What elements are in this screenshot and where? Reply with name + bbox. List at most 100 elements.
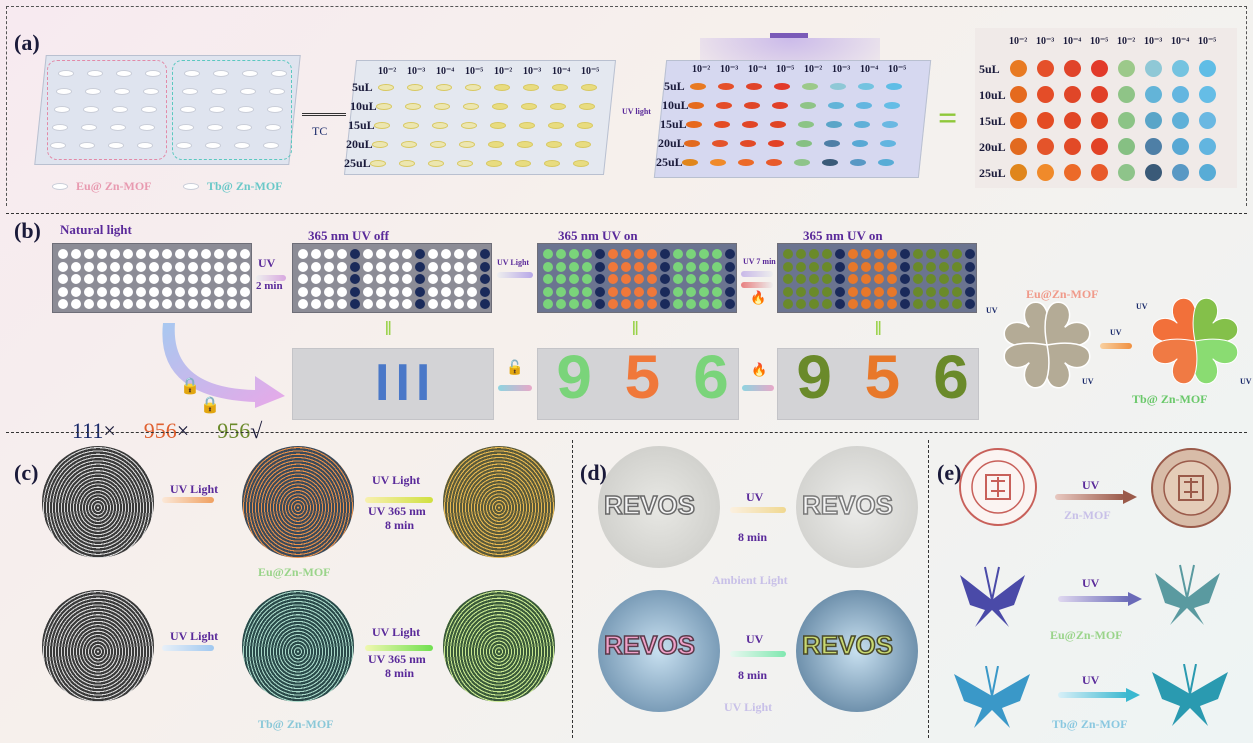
grid-well: [84, 261, 94, 272]
grid-well: [376, 286, 386, 297]
grid-well: [188, 274, 198, 284]
arrow-c3-label: UV Light: [170, 629, 219, 643]
grid-well: [97, 249, 107, 259]
grid-well: [926, 261, 936, 272]
uv-caption: UV Light: [724, 700, 773, 714]
arrow-b3: [741, 271, 773, 277]
grid-well: [796, 274, 806, 284]
digit-5a: 5: [623, 346, 662, 418]
grid-well: [660, 261, 670, 272]
clover-uv-2: UV: [1082, 377, 1094, 386]
grid-well: [900, 286, 910, 297]
uv-well: [772, 102, 788, 109]
grid-well: [58, 249, 68, 259]
grid-well: [149, 261, 159, 272]
blank-well: [58, 70, 74, 77]
photo-well: [1145, 112, 1162, 129]
tc-well: [399, 160, 415, 167]
grid-well: [188, 286, 198, 297]
arrow-c4-sub2: 8 min: [385, 666, 415, 680]
grid-well: [582, 249, 592, 259]
photo-well: [1037, 164, 1054, 181]
grid-well: [686, 274, 696, 284]
grid-well: [240, 261, 250, 272]
photo-well: [1010, 60, 1027, 77]
uv-well: [714, 121, 730, 128]
arrow-c2-label: UV Light: [372, 473, 421, 487]
grid-well: [298, 286, 308, 297]
grid-well: [699, 286, 709, 297]
grid-well: [556, 299, 566, 309]
grid-well: [428, 249, 438, 259]
arrow-b4: [741, 282, 773, 288]
tc-well: [494, 84, 510, 91]
photo-well: [1010, 112, 1027, 129]
grid-well: [699, 299, 709, 309]
grid-well: [415, 286, 425, 297]
col-label: 10⁻⁵: [776, 64, 795, 75]
grid-well: [467, 261, 477, 272]
blank-well: [267, 106, 283, 113]
grid-well: [402, 286, 412, 297]
grid-well: [725, 299, 735, 309]
grid-well: [175, 286, 185, 297]
tc-well: [457, 160, 473, 167]
revos-text-2: REVOS: [801, 489, 894, 521]
grid-well: [965, 249, 975, 259]
grid-well: [454, 286, 464, 297]
digit-9a: 9: [555, 346, 594, 418]
tc-well: [378, 84, 394, 91]
tb-region-outline: [172, 60, 292, 160]
grid-well: [227, 249, 237, 259]
grid-well: [621, 274, 631, 284]
grid-well: [556, 286, 566, 297]
grid-well: [84, 249, 94, 259]
arrow-d2-label: UV: [746, 632, 764, 646]
photo-well: [1010, 164, 1027, 181]
blank-well: [83, 106, 99, 113]
grid-well: [240, 274, 250, 284]
grid-well: [822, 286, 832, 297]
blank-well: [116, 70, 132, 77]
grid-well: [214, 274, 224, 284]
grid-well: [543, 261, 553, 272]
blank-well: [54, 106, 70, 113]
grid-well: [324, 299, 334, 309]
grid-well: [71, 249, 81, 259]
grid-well: [337, 249, 347, 259]
arrow-b2: [497, 272, 533, 278]
blank-well: [56, 88, 72, 95]
uv-well: [830, 83, 846, 90]
grid-well: [887, 299, 897, 309]
blank-well: [182, 88, 198, 95]
tc-well: [465, 84, 481, 91]
uv-well: [850, 159, 866, 166]
grid-well: [136, 299, 146, 309]
uv-well: [826, 121, 842, 128]
grid-well: [162, 249, 172, 259]
grid-well: [900, 261, 910, 272]
grid-well: [686, 249, 696, 259]
tc-well: [550, 103, 566, 110]
grid-well: [227, 286, 237, 297]
butterfly-tb-after: [1152, 664, 1228, 726]
grid-well: [441, 299, 451, 309]
grid-well: [454, 274, 464, 284]
grid-well: [673, 249, 683, 259]
grid-well: [809, 261, 819, 272]
grid-well: [595, 249, 605, 259]
blank-well: [139, 124, 155, 131]
grid-well: [926, 286, 936, 297]
grid-well: [595, 286, 605, 297]
grid-well: [71, 299, 81, 309]
arrow-c1-label: UV Light: [170, 482, 219, 496]
blank-well: [176, 142, 192, 149]
tc-well: [372, 141, 388, 148]
photo-well: [1145, 86, 1162, 103]
col-label: 10⁻⁴: [436, 66, 455, 77]
grid-well: [543, 274, 553, 284]
col-label: 10⁻²: [1117, 36, 1136, 47]
row-label: 15uL: [348, 118, 375, 132]
grid-well: [389, 249, 399, 259]
